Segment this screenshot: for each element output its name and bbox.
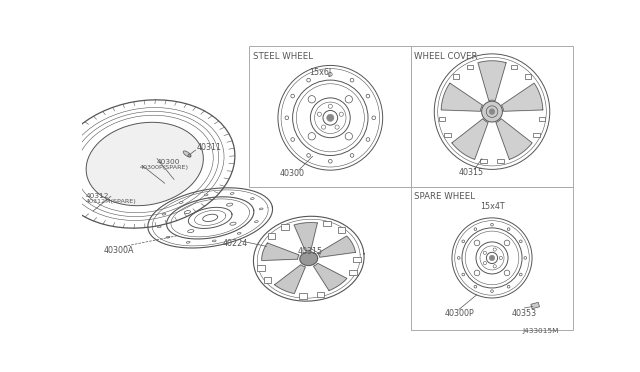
Text: WHEEL COVER: WHEEL COVER [414,52,477,61]
Bar [250,46,411,187]
Ellipse shape [230,193,234,195]
Bar [497,159,504,163]
Bar [531,302,540,309]
Bar [533,133,540,137]
Ellipse shape [259,208,263,210]
Circle shape [489,255,495,261]
Text: 40353: 40353 [512,309,537,318]
Polygon shape [314,263,347,291]
Ellipse shape [162,213,166,215]
Bar [323,221,331,226]
Text: 40312M(SPARE): 40312M(SPARE) [86,199,136,204]
Text: 40311: 40311 [197,143,222,152]
Bar [439,117,445,121]
Polygon shape [262,243,299,260]
Ellipse shape [86,122,204,206]
Text: J433015M: J433015M [522,328,559,334]
Text: SPARE WHEEL: SPARE WHEEL [414,192,476,202]
Polygon shape [452,119,488,159]
Bar [264,277,271,283]
Ellipse shape [255,221,259,222]
Bar [300,293,307,299]
Ellipse shape [184,211,191,214]
Bar [467,65,473,68]
Circle shape [482,101,502,122]
Ellipse shape [188,230,194,232]
Polygon shape [317,236,355,257]
Circle shape [188,154,191,157]
Bar [525,74,531,78]
Bar [257,265,265,271]
Bar [317,292,324,297]
Ellipse shape [237,232,241,234]
Bar [481,159,487,163]
Text: 40300: 40300 [157,158,180,164]
Ellipse shape [166,236,170,238]
Bar [353,257,361,262]
Bar [511,65,518,68]
Polygon shape [441,83,483,111]
Polygon shape [275,265,305,294]
Ellipse shape [179,202,183,203]
Polygon shape [496,119,532,159]
Ellipse shape [212,240,216,242]
Text: 40224: 40224 [223,240,248,248]
Text: 40300A: 40300A [103,246,134,256]
Text: 40300P(SPARE): 40300P(SPARE) [140,165,188,170]
Bar [411,46,573,187]
Text: 40300: 40300 [280,169,305,179]
Bar [538,117,545,121]
Ellipse shape [227,203,233,206]
Text: 15x6J: 15x6J [309,68,332,77]
Ellipse shape [186,241,190,243]
Bar [444,133,451,137]
Polygon shape [294,222,317,251]
Ellipse shape [204,194,208,196]
Bar [338,227,346,232]
Ellipse shape [230,222,236,225]
Polygon shape [300,252,317,266]
Bar [281,224,289,230]
Bar [453,74,460,78]
Text: STEEL WHEEL: STEEL WHEEL [253,52,312,61]
Ellipse shape [157,226,161,228]
Text: 40300P: 40300P [445,309,475,318]
Text: 40312: 40312 [86,193,109,199]
Bar [268,233,275,239]
Circle shape [489,109,495,115]
Ellipse shape [183,151,191,157]
Text: 40315: 40315 [459,168,484,177]
Ellipse shape [54,100,235,228]
Ellipse shape [250,198,254,199]
Text: 40315: 40315 [297,247,323,256]
Polygon shape [478,61,506,100]
Text: 15x4T: 15x4T [480,202,504,212]
Bar [349,270,357,275]
Polygon shape [502,83,543,111]
Circle shape [326,114,334,121]
Bar [411,187,573,330]
